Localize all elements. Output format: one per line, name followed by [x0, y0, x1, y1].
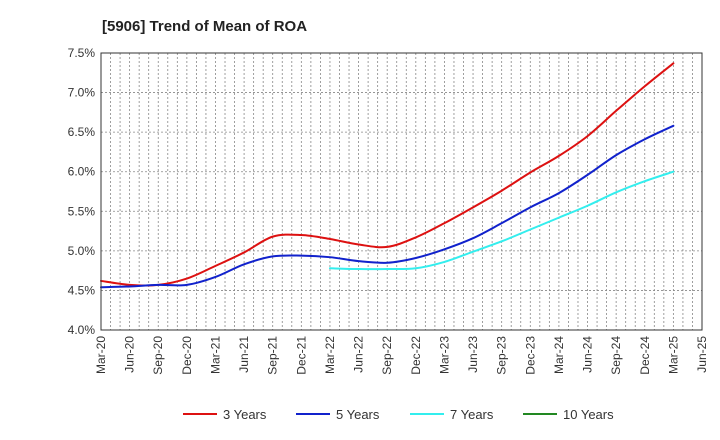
y-tick-label: 4.5% — [68, 283, 96, 297]
x-tick-label: Dec-21 — [294, 336, 308, 375]
x-tick-label: Sep-23 — [495, 336, 509, 375]
series-line-3-years — [100, 62, 675, 287]
x-tick-label: Jun-22 — [352, 336, 366, 373]
y-tick-label: 6.5% — [68, 125, 96, 139]
x-tick-label: Sep-20 — [151, 336, 165, 375]
grid — [100, 52, 703, 331]
legend-label-10-years: 10 Years — [563, 407, 614, 422]
x-tick-label: Sep-24 — [609, 336, 623, 375]
legend: 3 Years 5 Years 7 Years 10 Years — [183, 407, 614, 422]
plot-area — [101, 53, 702, 330]
x-tick-label: Mar-20 — [94, 336, 108, 374]
x-tick-label: Dec-22 — [409, 336, 423, 375]
x-tick-label: Jun-21 — [237, 336, 251, 373]
x-tick-label: Dec-20 — [180, 336, 194, 375]
x-tick-label: Dec-24 — [638, 336, 652, 375]
series-lines — [100, 62, 675, 289]
x-tick-label: Dec-23 — [523, 336, 537, 375]
x-tick-label: Jun-24 — [581, 336, 595, 373]
series-line-7-years — [328, 170, 675, 271]
axes: 4.0% 4.5% 5.0% 5.5% 6.0% 6.5% 7.0% 7.5% Mar-20 Ju… — [68, 46, 709, 375]
y-tick-label: 7.0% — [68, 86, 96, 100]
x-tick-label: Jun-20 — [123, 336, 137, 373]
chart-title: [5906] Trend of Mean of ROA — [102, 18, 307, 35]
x-tick-label: Mar-21 — [208, 336, 222, 374]
y-tick-label: 7.5% — [68, 46, 96, 60]
y-tick-label: 5.0% — [68, 244, 96, 258]
legend-label-5-years: 5 Years — [336, 407, 380, 422]
legend-label-7-years: 7 Years — [450, 407, 494, 422]
y-tick-label: 5.5% — [68, 204, 96, 218]
x-tick-label: Mar-24 — [552, 336, 566, 374]
series-line-5-years — [100, 124, 675, 289]
legend-label-3-years: 3 Years — [223, 407, 267, 422]
x-tick-label: Jun-23 — [466, 336, 480, 373]
y-tick-label: 6.0% — [68, 165, 96, 179]
x-tick-label: Sep-21 — [266, 336, 280, 375]
x-tick-label: Jun-25 — [695, 336, 709, 373]
y-tick-label: 4.0% — [68, 323, 96, 337]
plot-frame — [100, 52, 703, 331]
x-tick-label: Mar-22 — [323, 336, 337, 374]
x-tick-label: Sep-22 — [380, 336, 394, 375]
x-tick-label: Mar-23 — [437, 336, 451, 374]
x-tick-label: Mar-25 — [666, 336, 680, 374]
